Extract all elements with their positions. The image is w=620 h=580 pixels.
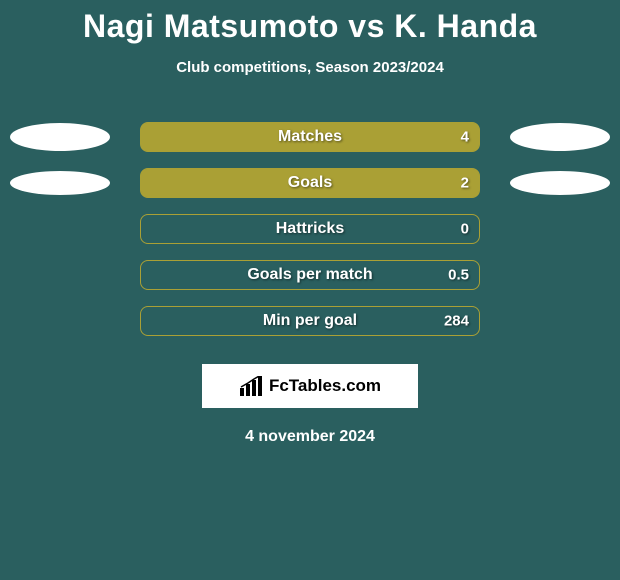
- stat-label: Goals per match: [141, 266, 479, 284]
- right-photo-placeholder: [510, 171, 610, 195]
- bar-track: Hattricks 0: [140, 214, 480, 244]
- subtitle: Club competitions, Season 2023/2024: [0, 59, 620, 76]
- stat-row-hattricks: Hattricks 0: [0, 206, 620, 252]
- right-photo-placeholder: [510, 123, 610, 151]
- stat-row-matches: Matches 4: [0, 114, 620, 160]
- comparison-widget: Nagi Matsumoto vs K. Handa Club competit…: [0, 0, 620, 446]
- stat-value: 0: [461, 221, 469, 238]
- left-photo-placeholder: [10, 171, 110, 195]
- stats-chart: Matches 4 Goals 2 Hattricks 0: [0, 114, 620, 344]
- bar-track: Goals per match 0.5: [140, 260, 480, 290]
- bar-fill: [141, 169, 479, 197]
- bar-fill: [141, 123, 479, 151]
- date-label: 4 november 2024: [0, 428, 620, 446]
- logo-inner: FcTables.com: [239, 376, 381, 396]
- bar-track: Goals 2: [140, 168, 480, 198]
- stat-value: 284: [444, 313, 469, 330]
- stat-label: Hattricks: [141, 220, 479, 238]
- logo-text: FcTables.com: [269, 376, 381, 396]
- stat-row-goals-per-match: Goals per match 0.5: [0, 252, 620, 298]
- stat-label: Min per goal: [141, 312, 479, 330]
- stat-row-goals: Goals 2: [0, 160, 620, 206]
- page-title: Nagi Matsumoto vs K. Handa: [0, 8, 620, 45]
- bars-icon: [239, 376, 265, 396]
- fctables-logo[interactable]: FcTables.com: [202, 364, 418, 408]
- bar-track: Min per goal 284: [140, 306, 480, 336]
- left-photo-placeholder: [10, 123, 110, 151]
- stat-value: 0.5: [448, 267, 469, 284]
- bar-track: Matches 4: [140, 122, 480, 152]
- stat-row-min-per-goal: Min per goal 284: [0, 298, 620, 344]
